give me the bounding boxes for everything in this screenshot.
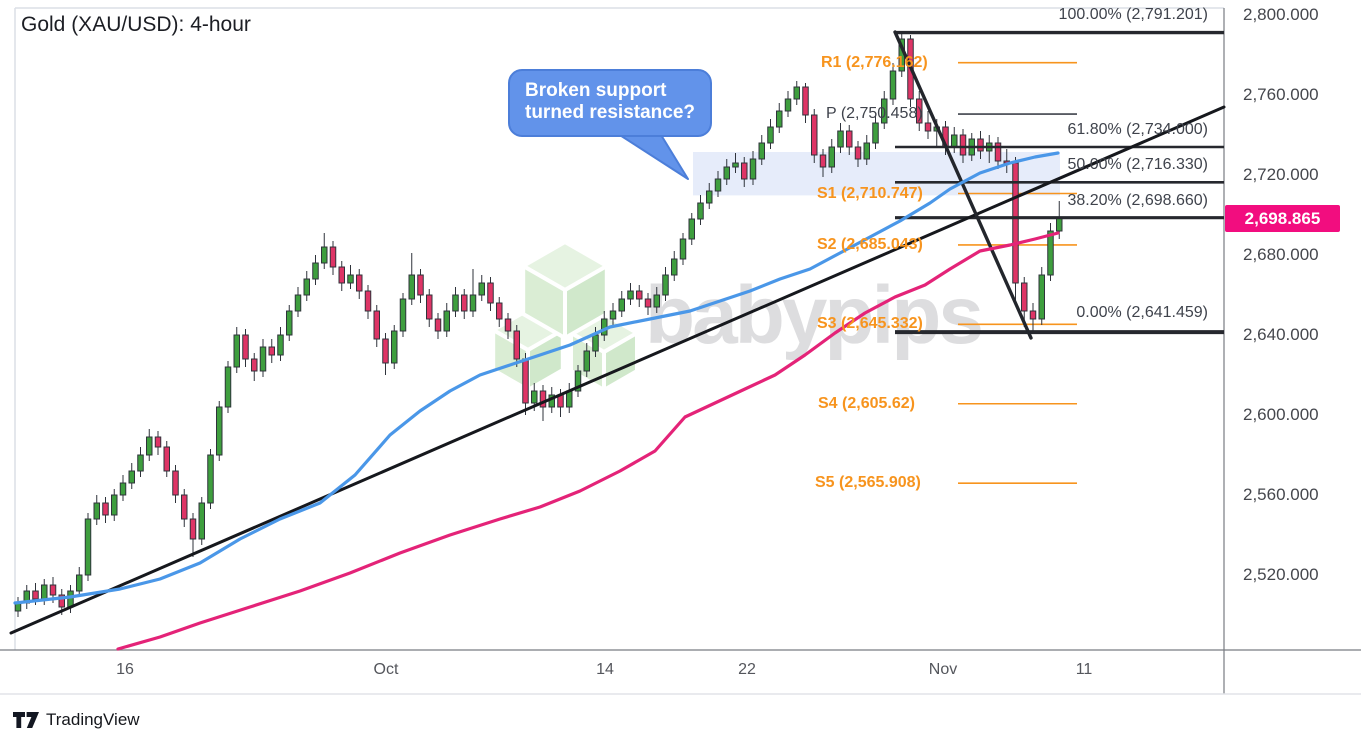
price-tick: 2,640.000	[1243, 325, 1319, 344]
annotation-bubble: Broken support turned resistance?	[508, 69, 712, 137]
time-tick: 22	[738, 661, 756, 678]
annotation-line-2: turned resistance?	[525, 102, 695, 123]
pivot-label-s2: S2 (2,685.043)	[817, 236, 923, 253]
price-tick: 2,680.000	[1243, 245, 1319, 264]
time-tick: Nov	[928, 661, 958, 678]
fib-label-61-80: 61.80% (2,734.000)	[1067, 121, 1208, 138]
annotation-line-1: Broken support	[525, 80, 667, 101]
pivot-label-s1: S1 (2,710.747)	[817, 185, 923, 202]
tradingview-logo: TradingView	[13, 710, 140, 730]
chart-title: Gold (XAU/USD): 4-hour	[21, 13, 251, 36]
time-tick: Oct	[373, 661, 399, 678]
price-tick: 2,600.000	[1243, 405, 1319, 424]
fib-label-50-00: 50.00% (2,716.330)	[1067, 156, 1208, 173]
pivot-label-s5: S5 (2,565.908)	[815, 474, 921, 491]
pivot-label-s3: S3 (2,645.332)	[817, 315, 923, 332]
price-tick: 2,520.000	[1243, 565, 1319, 584]
time-tick: 11	[1075, 661, 1093, 678]
price-tick: 2,560.000	[1243, 485, 1319, 504]
time-tick: 14	[596, 661, 614, 678]
price-tick: 2,760.000	[1243, 85, 1319, 104]
time-tick: 16	[116, 661, 134, 678]
fib-label-38-20: 38.20% (2,698.660)	[1067, 192, 1208, 209]
price-tick: 2,800.000	[1243, 5, 1319, 24]
fib-label-100-00: 100.00% (2,791.201)	[1058, 6, 1208, 23]
price-tick: 2,720.000	[1243, 165, 1319, 184]
pivot-label-p: P (2,750.458)	[826, 105, 923, 122]
pivot-label-r1: R1 (2,776.162)	[821, 54, 928, 71]
last-price-badge: 2,698.865	[1225, 205, 1340, 232]
fib-label-0-00: 0.00% (2,641.459)	[1076, 304, 1208, 321]
pivot-label-s4: S4 (2,605.62)	[818, 395, 915, 412]
tradingview-mark-icon	[13, 712, 39, 728]
tradingview-logo-text: TradingView	[46, 710, 140, 729]
